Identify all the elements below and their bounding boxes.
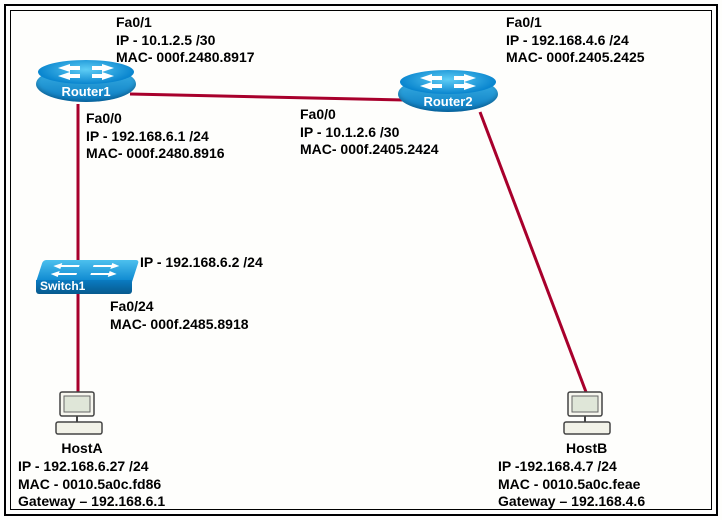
hostb-mac: MAC - 0010.5a0c.feae xyxy=(498,476,645,494)
hosta-mac: MAC - 0010.5a0c.fd86 xyxy=(18,476,165,494)
hostb-name-block: HostB xyxy=(566,440,607,458)
hosta-details-block: IP - 192.168.6.27 /24 MAC - 0010.5a0c.fd… xyxy=(18,458,165,511)
router1-fa00-block: Fa0/0 IP - 192.168.6.1 /24 MAC- 000f.248… xyxy=(86,110,225,163)
router2-fa00-if: Fa0/0 xyxy=(300,106,439,124)
router2-fa01-mac: MAC- 000f.2405.2425 xyxy=(506,49,645,67)
switch1-fa024-mac: MAC- 000f.2485.8918 xyxy=(110,316,249,334)
hostb-details-block: IP -192.168.4.7 /24 MAC - 0010.5a0c.feae… xyxy=(498,458,645,511)
router-arrows-icon xyxy=(418,72,478,92)
switch1-fa024-if: Fa0/24 xyxy=(110,298,249,316)
router1-fa01-block: Fa0/1 IP - 10.1.2.5 /30 MAC- 000f.2480.8… xyxy=(116,14,255,67)
router2-fa01-block: Fa0/1 IP - 192.168.4.6 /24 MAC- 000f.240… xyxy=(506,14,645,67)
router2-fa00-mac: MAC- 000f.2405.2424 xyxy=(300,141,439,159)
hostb-name: HostB xyxy=(566,440,607,458)
router2-fa00-ip: IP - 10.1.2.6 /30 xyxy=(300,124,439,142)
router1-fa01-ip: IP - 10.1.2.5 /30 xyxy=(116,32,255,50)
hosta-ip: IP - 192.168.6.27 /24 xyxy=(18,458,165,476)
router1-fa01-if: Fa0/1 xyxy=(116,14,255,32)
hostb-ip: IP -192.168.4.7 /24 xyxy=(498,458,645,476)
switch1-device: Switch1 xyxy=(36,260,132,300)
router2-fa01-ip: IP - 192.168.4.6 /24 xyxy=(506,32,645,50)
hosta-block: HostA xyxy=(58,440,106,458)
diagram-canvas: Router1 Fa0/1 IP - 10.1.2.5 /30 MAC- 000… xyxy=(0,0,722,520)
hostb-gw: Gateway – 192.168.4.6 xyxy=(498,493,645,511)
router1-fa00-mac: MAC- 000f.2480.8916 xyxy=(86,145,225,163)
router1-fa01-mac: MAC- 000f.2480.8917 xyxy=(116,49,255,67)
router-arrows-icon xyxy=(56,62,116,82)
switch-arrows-icon xyxy=(47,262,122,278)
switch1-mgmt-block: IP - 192.168.6.2 /24 xyxy=(140,254,263,272)
hosta-name: HostA xyxy=(58,440,106,458)
hostb-device xyxy=(560,388,614,440)
computer-icon xyxy=(560,388,614,440)
hosta-gw: Gateway – 192.168.6.1 xyxy=(18,493,165,511)
switch1-fa024-block: Fa0/24 MAC- 000f.2485.8918 xyxy=(110,298,249,333)
router2-fa00-block: Fa0/0 IP - 10.1.2.6 /30 MAC- 000f.2405.2… xyxy=(300,106,439,159)
hosta-device xyxy=(52,388,106,440)
router1-fa00-ip: IP - 192.168.6.1 /24 xyxy=(86,128,225,146)
switch1-mgmt-ip: IP - 192.168.6.2 /24 xyxy=(140,254,263,272)
switch1-label: Switch1 xyxy=(40,279,85,293)
router1-fa00-if: Fa0/0 xyxy=(86,110,225,128)
router1-label: Router1 xyxy=(36,84,136,99)
router2-fa01-if: Fa0/1 xyxy=(506,14,645,32)
computer-icon xyxy=(52,388,106,440)
router1-device: Router1 xyxy=(36,66,136,110)
